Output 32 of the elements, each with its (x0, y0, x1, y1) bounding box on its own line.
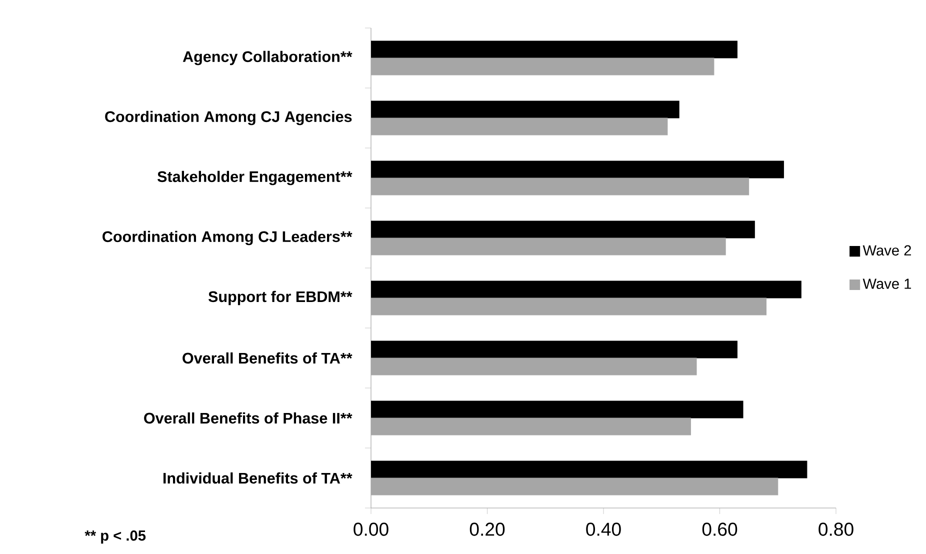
bar (371, 460, 808, 478)
x-tick-label: 0.20 (470, 522, 505, 536)
bar (371, 340, 738, 358)
bar (371, 280, 802, 298)
bar (371, 220, 755, 238)
y-tick-label: Coordination Among CJ Leaders** (102, 230, 352, 246)
bar (371, 40, 738, 58)
y-tick-label: Individual Benefits of TA** (163, 472, 352, 484)
bar (371, 478, 778, 496)
bar (371, 358, 697, 376)
bar (371, 160, 784, 178)
y-tick-label: Overall Benefits of Phase II** (144, 412, 352, 424)
x-tick-label: 0.40 (586, 522, 621, 536)
bar (371, 58, 714, 76)
bar (371, 298, 767, 316)
bar (371, 100, 680, 118)
y-tick-label: Agency Collaboration** (182, 50, 352, 66)
x-tick-label: 0.80 (818, 522, 854, 536)
bar (371, 118, 668, 136)
text: ** p < .05 (84, 530, 146, 544)
bar (371, 178, 750, 196)
y-tick-label: Coordination Among CJ Agencies (105, 110, 352, 126)
y-tick-label: Stakeholder Engagement** (157, 170, 352, 186)
legend-label: Wave 1 (862, 278, 912, 289)
bar (371, 238, 726, 256)
x-tick-label: 0.00 (354, 522, 388, 536)
legend-label: Wave 2 (862, 245, 911, 256)
y-tick-label: Support for EBDM** (208, 290, 352, 306)
x-tick-label: 0.60 (702, 522, 738, 536)
bar (371, 400, 744, 418)
bar (371, 418, 691, 436)
y-tick-label: Overall Benefits of TA** (182, 352, 352, 364)
